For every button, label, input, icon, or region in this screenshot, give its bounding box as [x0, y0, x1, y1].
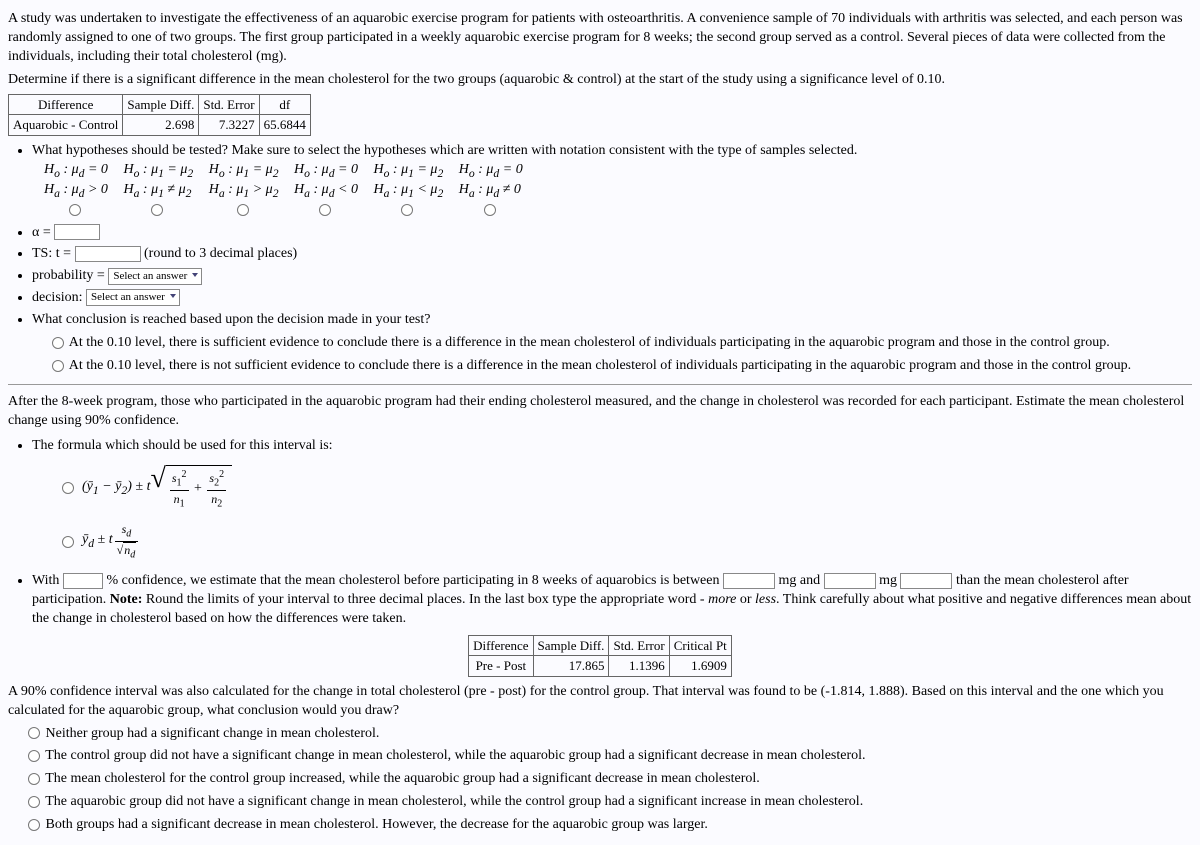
more-less-input[interactable] [900, 573, 952, 589]
t2-v0: 17.865 [533, 656, 609, 677]
p3-radio-2[interactable] [28, 750, 40, 762]
p3-radio-4[interactable] [28, 796, 40, 808]
part3-q: A 90% confidence interval was also calcu… [8, 683, 1192, 721]
intro-p1: A study was undertaken to investigate th… [8, 10, 1192, 67]
t1-rowlabel: Aquarobic - Control [9, 115, 123, 136]
p3-radio-5[interactable] [28, 819, 40, 831]
table-2: Difference Sample Diff. Std. Error Criti… [468, 635, 732, 677]
formula-2-frac: sd √nd [115, 521, 139, 562]
hyp-radio-6[interactable] [484, 204, 496, 216]
p3-opt-5: Both groups had a significant decrease i… [46, 817, 708, 832]
ts-input[interactable] [75, 246, 141, 262]
conc-radio-2[interactable] [52, 360, 64, 372]
formula-1: (ȳ1 − ȳ2) ± t [82, 478, 150, 499]
intro-p2: Determine if there is a significant diff… [8, 71, 1192, 90]
t2-v2: 1.6909 [669, 656, 731, 677]
ci-high-input[interactable] [824, 573, 876, 589]
conc-question: What conclusion is reached based upon th… [32, 312, 431, 327]
hyp-radio-4[interactable] [319, 204, 331, 216]
p3-radio-3[interactable] [28, 773, 40, 785]
t2-h3: Critical Pt [669, 635, 731, 656]
formula-radio-2[interactable] [62, 536, 74, 548]
formula-radio-1[interactable] [62, 482, 74, 494]
p3-opt-4: The aquarobic group did not have a signi… [45, 794, 863, 809]
hypotheses-row: Ho : μd = 0Ha : μd > 0 Ho : μ1 = μ2Ha : … [44, 161, 1192, 221]
conc-opt-1: At the 0.10 level, there is sufficient e… [69, 335, 1110, 350]
dec-select[interactable]: Select an answer [86, 289, 180, 306]
t1-h0: Difference [9, 94, 123, 115]
conc-radio-1[interactable] [52, 337, 64, 349]
p3-radio-1[interactable] [28, 727, 40, 739]
dec-label: decision: [32, 290, 83, 305]
with-mgand: mg and [775, 573, 824, 588]
t1-v2: 65.6844 [259, 115, 310, 136]
hyp-radio-3[interactable] [237, 204, 249, 216]
prob-label: probability = [32, 268, 105, 283]
t1-h2: Std. Error [199, 94, 259, 115]
part2-intro: After the 8-week program, those who part… [8, 393, 1192, 431]
ts-label: TS: t = [32, 246, 71, 261]
alpha-input[interactable] [54, 224, 100, 240]
with-mid1: % confidence, we estimate that the mean … [103, 573, 723, 588]
with-pre: With [32, 573, 63, 588]
t2-v1: 1.1396 [609, 656, 669, 677]
formula-2: ȳd ± t [82, 531, 113, 552]
alpha-label: α = [32, 225, 51, 240]
table-1: Difference Sample Diff. Std. Error df Aq… [8, 94, 311, 136]
hyp-radio-2[interactable] [151, 204, 163, 216]
formula-1-sqrt: √ s12n1 + s22n2 [150, 465, 232, 511]
prob-select[interactable]: Select an answer [108, 268, 202, 285]
conc-opt-2: At the 0.10 level, there is not sufficie… [69, 358, 1131, 373]
t2-h0: Difference [469, 635, 533, 656]
t1-v0: 2.698 [123, 115, 199, 136]
t2-h2: Std. Error [609, 635, 669, 656]
t1-h3: df [259, 94, 310, 115]
hyp-radio-1[interactable] [69, 204, 81, 216]
with-mg: mg [876, 573, 901, 588]
p3-opt-3: The mean cholesterol for the control gro… [45, 771, 760, 786]
t2-rowlabel: Pre - Post [469, 656, 533, 677]
t1-v1: 7.3227 [199, 115, 259, 136]
ts-hint: (round to 3 decimal places) [144, 246, 297, 261]
conf-pct-input[interactable] [63, 573, 103, 589]
formula-q: The formula which should be used for thi… [32, 438, 333, 453]
t2-h1: Sample Diff. [533, 635, 609, 656]
p3-opt-1: Neither group had a significant change i… [46, 726, 380, 741]
hyp-question: What hypotheses should be tested? Make s… [32, 143, 857, 158]
hyp-radio-5[interactable] [401, 204, 413, 216]
ci-low-input[interactable] [723, 573, 775, 589]
t1-h1: Sample Diff. [123, 94, 199, 115]
